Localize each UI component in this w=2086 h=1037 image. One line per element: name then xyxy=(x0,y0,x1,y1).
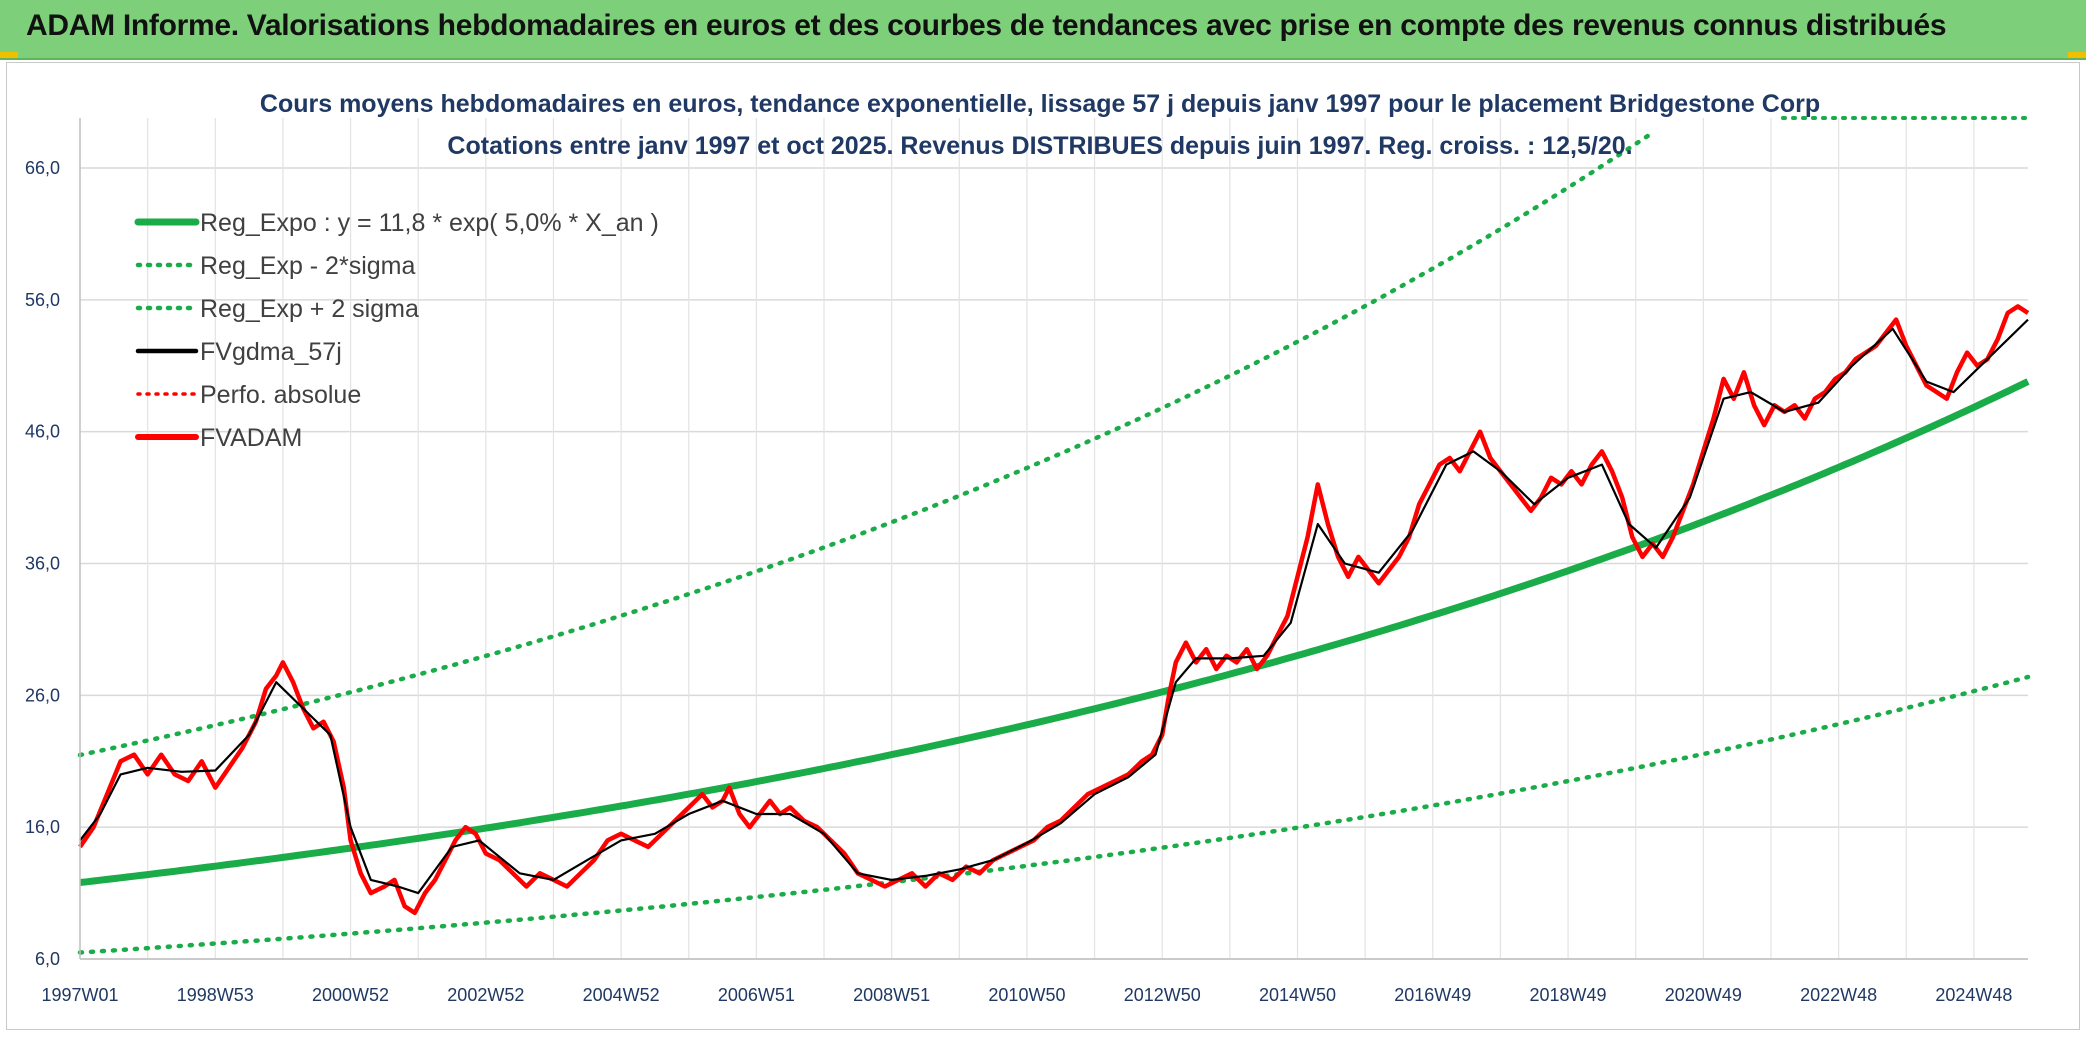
legend: Reg_Expo : y = 11,8 * exp( 5,0% * X_an )… xyxy=(134,209,659,452)
legend-label: Reg_Expo : y = 11,8 * exp( 5,0% * X_an ) xyxy=(200,209,659,237)
chart-subtitle: Cotations entre janv 1997 et oct 2025. R… xyxy=(447,132,1632,160)
axes: 6,0 16,0 26,0 36,0 46,0 56,0 66,0 1997W01 1998W5… xyxy=(25,118,2028,1005)
y-tick-label: 56,0 xyxy=(25,290,60,310)
legend-label: Reg_Exp - 2*sigma xyxy=(200,252,415,280)
report-title: ADAM Informe. Valorisations hebdomadaire… xyxy=(26,9,1947,42)
x-tick-label: 2024W48 xyxy=(1935,985,2012,1005)
x-tick-label: 2020W49 xyxy=(1665,985,1742,1005)
x-tick-label: 2000W52 xyxy=(312,985,389,1005)
legend-label: Perfo. absolue xyxy=(200,381,361,409)
legend-label: Reg_Exp + 2 sigma xyxy=(200,295,419,323)
y-tick-label: 46,0 xyxy=(25,422,60,442)
y-tick-label: 26,0 xyxy=(25,685,60,705)
y-tick-label: 66,0 xyxy=(25,158,60,178)
x-tick-label: 1997W01 xyxy=(41,985,118,1005)
corner-marker-left xyxy=(0,52,18,58)
legend-label: FVADAM xyxy=(200,424,302,452)
legend-label: FVgdma_57j xyxy=(200,338,342,366)
corner-marker-right xyxy=(2068,52,2086,58)
chart-title: Cours moyens hebdomadaires en euros, ten… xyxy=(260,90,1820,118)
x-tick-label: 2016W49 xyxy=(1394,985,1471,1005)
x-tick-label: 2018W49 xyxy=(1530,985,1607,1005)
x-tick-label: 2002W52 xyxy=(447,985,524,1005)
x-tick-label: 2014W50 xyxy=(1259,985,1336,1005)
reg-expo-line xyxy=(79,378,2030,886)
x-tick-label: 2008W51 xyxy=(853,985,930,1005)
x-tick-label: 2004W52 xyxy=(583,985,660,1005)
y-tick-label: 36,0 xyxy=(25,554,60,574)
reg-minus-2sigma-line xyxy=(77,674,2031,955)
y-tick-label: 6,0 xyxy=(35,949,60,969)
series-layer xyxy=(77,116,2031,955)
x-tick-label: 2012W50 xyxy=(1124,985,1201,1005)
fvadam-line xyxy=(78,304,2030,916)
grid-lines xyxy=(80,118,2028,960)
x-tick-label: 1998W53 xyxy=(177,985,254,1005)
x-tick-label: 2010W50 xyxy=(988,985,1065,1005)
chart-frame xyxy=(6,62,2080,1030)
x-tick-label: 2006W51 xyxy=(718,985,795,1005)
reg-plus-2sigma-line xyxy=(77,132,1659,758)
fvgdma-line xyxy=(79,318,2029,895)
y-tick-label: 16,0 xyxy=(25,817,60,837)
report-banner: ADAM Informe. Valorisations hebdomadaire… xyxy=(0,0,2086,60)
x-tick-label: 2022W48 xyxy=(1800,985,1877,1005)
